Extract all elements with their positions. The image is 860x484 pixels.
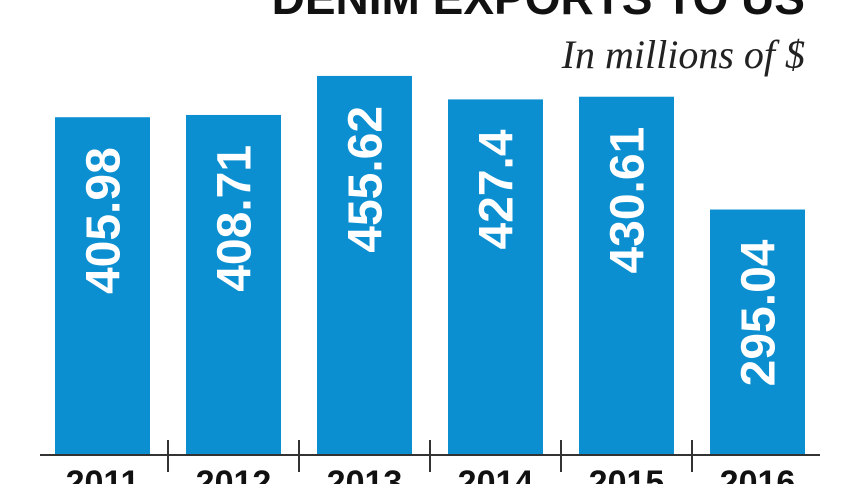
value-label: 430.61 <box>602 127 655 274</box>
chart-subtitle: In millions of $ <box>561 32 805 77</box>
chart-title: DENIM EXPORTS TO US <box>272 0 805 24</box>
value-label: 455.62 <box>340 106 393 253</box>
bar <box>579 96 674 455</box>
bar <box>317 75 412 455</box>
x-tick-label: 2012 <box>196 464 272 484</box>
x-tick-label: 2014 <box>458 464 534 484</box>
x-tick-label: 2015 <box>589 464 665 484</box>
x-tick-label: 2011 <box>66 464 140 484</box>
value-label: 405.98 <box>78 147 131 294</box>
bar <box>448 99 543 455</box>
x-tick-label: 2016 <box>720 464 796 484</box>
value-label: 408.71 <box>209 145 262 292</box>
bar <box>186 114 281 455</box>
value-label: 295.04 <box>733 239 786 386</box>
x-tick-label: 2013 <box>327 464 403 484</box>
bar <box>710 209 805 455</box>
value-label: 427.4 <box>471 129 524 249</box>
bar <box>55 117 150 455</box>
